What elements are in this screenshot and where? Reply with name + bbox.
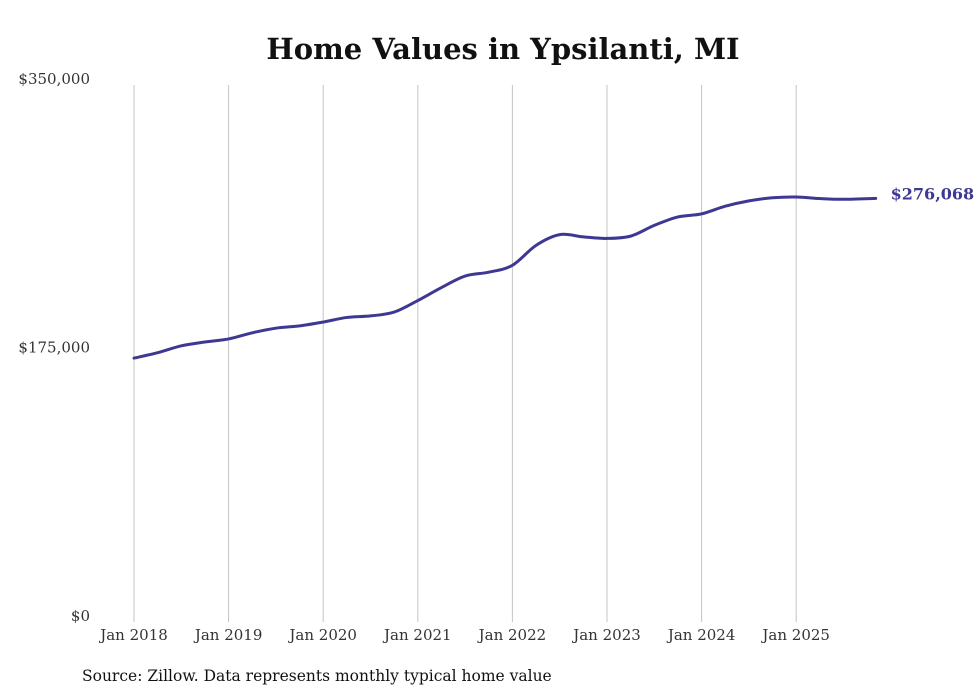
x-tick-label: Jan 2024: [666, 626, 736, 644]
series-group: [132, 195, 878, 360]
source-note: Source: Zillow. Data represents monthly …: [82, 667, 552, 685]
x-tick-label: Jan 2019: [193, 626, 263, 644]
x-tick-label: Jan 2023: [571, 626, 641, 644]
x-tick-label: Jan 2020: [287, 626, 357, 644]
x-tick-label: Jan 2022: [477, 626, 547, 644]
x-tick-label: Jan 2021: [382, 626, 452, 644]
chart-title: Home Values in Ypsilanti, MI: [266, 32, 739, 66]
x-tick-label: Jan 2018: [98, 626, 168, 644]
y-tick-label: $350,000: [18, 70, 90, 88]
x-axis-tick-labels: Jan 2018 Jan 2019 Jan 2020 Jan 2021 Jan 2022…: [98, 626, 830, 644]
series-line-0: [132, 195, 878, 360]
y-tick-label: $0: [71, 607, 90, 625]
end-value-label: $276,068: [891, 184, 975, 203]
y-axis-tick-labels: $0 $175,000 $350,000: [18, 70, 90, 625]
y-tick-label: $175,000: [18, 339, 90, 357]
x-tick-label: Jan 2025: [760, 626, 830, 644]
vertical-gridlines: [133, 85, 797, 622]
